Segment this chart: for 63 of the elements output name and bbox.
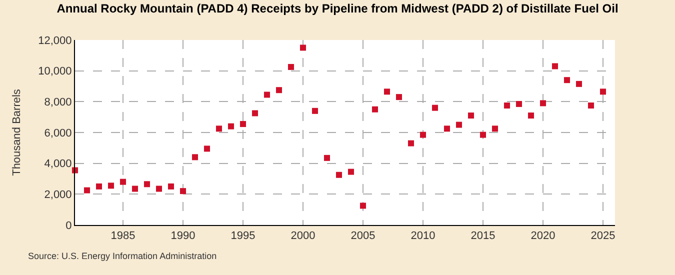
point: [96, 183, 102, 190]
x-tick-label: 2020: [530, 230, 556, 242]
point: [168, 183, 174, 190]
y-tick-label: 2,000: [44, 189, 72, 202]
point: [204, 146, 210, 152]
y-axis-title: Thousand Barrels: [10, 88, 23, 176]
point: [408, 140, 414, 146]
point: [252, 110, 258, 116]
point: [156, 186, 162, 192]
point: [528, 112, 534, 119]
point: [432, 104, 438, 111]
point: [504, 102, 510, 109]
point: [336, 172, 342, 178]
point: [84, 187, 90, 194]
point: [444, 126, 450, 132]
x-tick-label: 2015: [470, 230, 496, 242]
x-tick-label: 1985: [110, 230, 136, 242]
point: [240, 121, 246, 128]
point: [540, 100, 546, 106]
y-tick-label: 4,000: [44, 158, 72, 170]
point: [372, 106, 378, 112]
x-tick-label: 2005: [350, 230, 376, 242]
point: [348, 168, 354, 175]
point: [300, 44, 306, 51]
point: [216, 126, 222, 132]
x-tick-label: 2000: [290, 230, 316, 242]
y-tick-label: 0: [66, 220, 72, 232]
point: [600, 88, 606, 95]
point: [564, 77, 570, 84]
point: [516, 100, 522, 107]
source-note: Source: U.S. Energy Information Administration: [28, 251, 217, 261]
point: [192, 154, 198, 160]
point: [324, 154, 330, 161]
point: [288, 64, 294, 70]
y-tick-label: 8,000: [44, 96, 72, 109]
point: [264, 92, 270, 98]
point: [384, 88, 390, 95]
point: [276, 87, 282, 94]
point: [588, 102, 594, 109]
point: [180, 188, 186, 194]
point: [360, 202, 366, 209]
y-tick-label: 12,000: [38, 34, 72, 47]
point: [420, 132, 426, 138]
y-tick-label: 6,000: [44, 127, 72, 140]
point: [396, 94, 402, 100]
x-tick-label: 2025: [590, 230, 616, 242]
x-tick-label: 1990: [170, 230, 196, 242]
point: [144, 181, 150, 188]
point: [132, 186, 138, 192]
point: [576, 80, 582, 87]
point: [456, 122, 462, 128]
chart-title: Annual Rocky Mountain (PADD 4) Receipts by Pipeline from Midwest (PADD 2) of Distillate Fuel Oil: [56, 2, 618, 16]
point: [108, 182, 114, 189]
point: [492, 126, 498, 132]
point: [120, 178, 126, 185]
x-tick-label: 2010: [410, 230, 436, 242]
x-tick-label: 1995: [230, 230, 256, 242]
point: [480, 132, 486, 138]
y-tick-label: 10,000: [38, 66, 72, 78]
point: [228, 123, 234, 130]
point: [552, 63, 558, 70]
point: [468, 112, 474, 119]
point: [312, 108, 318, 114]
